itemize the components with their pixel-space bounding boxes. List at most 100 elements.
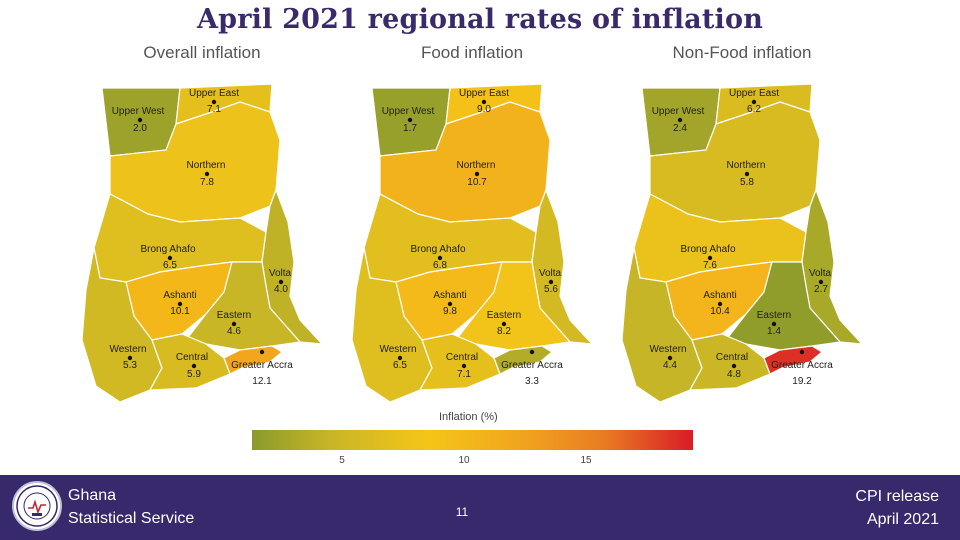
region-dot-volta xyxy=(278,279,284,285)
region-name-ashanti: Ashanti xyxy=(163,290,196,301)
org-name-line1: Ghana xyxy=(68,487,117,504)
region-dot-ashanti xyxy=(177,301,183,307)
region-dot-western xyxy=(397,355,403,361)
legend-color-bar xyxy=(252,430,693,450)
region-name-eastern: Eastern xyxy=(217,310,251,321)
region-value-upper-east: 9.0 xyxy=(477,104,491,115)
region-name-central: Central xyxy=(446,352,478,363)
region-value-greater-accra: 19.2 xyxy=(792,376,812,387)
map-title-overall: Overall inflation xyxy=(143,43,261,62)
region-value-brong-ahafo: 6.8 xyxy=(433,260,447,271)
legend-tick-10: 10 xyxy=(458,455,470,466)
footer-bar: Ghana Statistical Service 11 CPI release… xyxy=(0,475,960,540)
region-value-eastern: 8.2 xyxy=(497,326,511,337)
region-value-northern: 5.8 xyxy=(740,177,754,188)
region-dot-upper-west xyxy=(407,117,413,123)
map-food: Upper West 1.7 Upper East 9.0 Northern 10.7 Br… xyxy=(351,83,594,403)
region-value-greater-accra: 12.1 xyxy=(252,376,272,387)
region-dot-central xyxy=(731,363,737,369)
region-value-brong-ahafo: 6.5 xyxy=(163,260,177,271)
region-dot-upper-west xyxy=(137,117,143,123)
maps-canvas: Upper West 2.0 Upper East 7.1 Northern 7.8 Bro… xyxy=(81,83,864,403)
region-dot-brong-ahafo xyxy=(167,255,173,261)
region-name-upper-east: Upper East xyxy=(459,88,509,99)
map-title-food: Food inflation xyxy=(420,43,524,62)
region-value-central: 7.1 xyxy=(457,369,471,380)
legend-title: Inflation (%) xyxy=(439,411,498,423)
region-dot-brong-ahafo xyxy=(707,255,713,261)
region-value-greater-accra: 3.3 xyxy=(525,376,539,387)
region-value-central: 4.8 xyxy=(727,369,741,380)
region-dot-upper-east xyxy=(481,99,487,105)
region-dot-western xyxy=(127,355,133,361)
region-name-volta: Volta xyxy=(539,268,562,279)
region-name-western: Western xyxy=(649,344,686,355)
region-name-eastern: Eastern xyxy=(757,310,791,321)
map-nonfood: Upper West 2.4 Upper East 6.2 Northern 5.8 Bro… xyxy=(621,83,864,403)
region-value-northern: 7.8 xyxy=(200,177,214,188)
region-value-eastern: 1.4 xyxy=(767,326,781,337)
region-dot-brong-ahafo xyxy=(437,255,443,261)
region-value-upper-west: 2.4 xyxy=(673,123,687,134)
region-name-northern: Northern xyxy=(187,160,226,171)
region-value-volta: 4.0 xyxy=(274,284,288,295)
ghana-statistical-service-logo xyxy=(12,481,62,531)
region-name-greater-accra: Greater Accra xyxy=(771,360,833,371)
region-dot-northern xyxy=(204,171,210,177)
region-value-eastern: 4.6 xyxy=(227,326,241,337)
region-dot-volta xyxy=(548,279,554,285)
region-value-volta: 5.6 xyxy=(544,284,558,295)
region-name-ashanti: Ashanti xyxy=(433,290,466,301)
region-name-upper-east: Upper East xyxy=(729,88,779,99)
region-value-western: 6.5 xyxy=(393,360,407,371)
region-name-upper-west: Upper West xyxy=(382,106,435,117)
region-name-brong-ahafo: Brong Ahafo xyxy=(410,244,465,255)
legend-tick-15: 15 xyxy=(580,455,592,466)
release-line1: CPI release xyxy=(855,488,939,505)
region-value-volta: 2.7 xyxy=(814,284,828,295)
region-greater-accra xyxy=(493,345,554,375)
map-title-nonfood: Non-Food inflation xyxy=(672,43,812,62)
region-name-greater-accra: Greater Accra xyxy=(501,360,563,371)
region-value-western: 4.4 xyxy=(663,360,677,371)
region-dot-greater-accra xyxy=(529,349,535,355)
region-value-ashanti: 10.1 xyxy=(170,306,190,317)
region-name-upper-east: Upper East xyxy=(189,88,239,99)
legend-tick-5: 5 xyxy=(339,455,345,466)
region-value-northern: 10.7 xyxy=(467,177,487,188)
region-dot-upper-west xyxy=(677,117,683,123)
region-dot-upper-east xyxy=(751,99,757,105)
region-dot-volta xyxy=(818,279,824,285)
region-name-brong-ahafo: Brong Ahafo xyxy=(680,244,735,255)
region-name-northern: Northern xyxy=(457,160,496,171)
region-name-volta: Volta xyxy=(269,268,292,279)
region-greater-accra xyxy=(223,345,284,375)
region-value-central: 5.9 xyxy=(187,369,201,380)
region-name-eastern: Eastern xyxy=(487,310,521,321)
region-value-upper-west: 2.0 xyxy=(133,123,147,134)
region-name-volta: Volta xyxy=(809,268,832,279)
region-value-upper-east: 6.2 xyxy=(747,104,761,115)
region-name-greater-accra: Greater Accra xyxy=(231,360,293,371)
region-dot-eastern xyxy=(771,321,777,327)
region-dot-upper-east xyxy=(211,99,217,105)
region-name-upper-west: Upper West xyxy=(652,106,705,117)
region-dot-ashanti xyxy=(447,301,453,307)
page-number: 11 xyxy=(455,505,469,519)
region-value-ashanti: 10.4 xyxy=(710,306,730,317)
map-overall: Upper West 2.0 Upper East 7.1 Northern 7.8 Bro… xyxy=(81,83,324,403)
region-name-western: Western xyxy=(109,344,146,355)
region-name-northern: Northern xyxy=(727,160,766,171)
org-name-line2: Statistical Service xyxy=(68,510,195,527)
region-dot-central xyxy=(461,363,467,369)
region-value-upper-east: 7.1 xyxy=(207,104,221,115)
region-name-ashanti: Ashanti xyxy=(703,290,736,301)
slide-title: April 2021 regional rates of inflation xyxy=(196,4,764,35)
region-dot-northern xyxy=(744,171,750,177)
region-value-western: 5.3 xyxy=(123,360,137,371)
region-name-western: Western xyxy=(379,344,416,355)
region-name-central: Central xyxy=(716,352,748,363)
region-dot-eastern xyxy=(501,321,507,327)
region-dot-greater-accra xyxy=(799,349,805,355)
region-dot-northern xyxy=(474,171,480,177)
